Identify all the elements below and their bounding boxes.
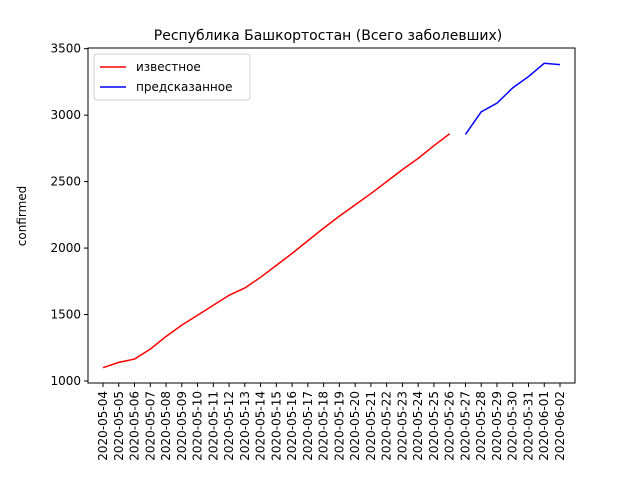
x-tick-label: 2020-05-08 (159, 391, 173, 461)
x-tick-label: 2020-05-29 (490, 391, 504, 461)
x-tick-label: 2020-05-24 (411, 391, 425, 461)
x-tick-label: 2020-05-19 (332, 391, 346, 461)
x-tick-label: 2020-05-07 (143, 391, 157, 461)
y-tick-label: 1000 (50, 374, 81, 388)
x-tick-label: 2020-05-06 (128, 391, 142, 461)
x-tick-label: 2020-05-23 (395, 391, 409, 461)
x-tick-label: 2020-06-02 (553, 391, 567, 461)
x-tick-label: 2020-05-13 (238, 391, 252, 461)
legend-box (93, 53, 251, 101)
x-tick-label: 2020-05-22 (380, 391, 394, 461)
x-tick-label: 2020-05-18 (317, 391, 331, 461)
x-tick-label: 2020-05-28 (474, 391, 488, 461)
x-tick-label: 2020-05-30 (506, 391, 520, 461)
x-tick-label: 2020-05-31 (521, 391, 535, 461)
legend-label: предсказанное (136, 80, 233, 94)
x-tick-label: 2020-05-10 (191, 391, 205, 461)
x-tick-label: 2020-05-11 (206, 391, 220, 461)
x-tick-label: 2020-05-21 (364, 391, 378, 461)
axes-frame (87, 47, 576, 384)
x-tick-label: 2020-05-14 (254, 391, 268, 461)
y-tick-label: 1500 (50, 308, 81, 322)
chart-title: Республика Башкортостан (Всего заболевши… (154, 28, 502, 44)
y-axis-label: confirmed (15, 186, 29, 247)
x-tick-label: 2020-06-01 (537, 391, 551, 461)
x-tick-label: 2020-05-15 (269, 391, 283, 461)
y-tick-label: 3500 (50, 42, 81, 56)
legend-label: известное (136, 60, 201, 74)
x-tick-label: 2020-05-05 (112, 391, 126, 461)
series-line (464, 62, 561, 135)
x-tick-label: 2020-05-16 (285, 391, 299, 461)
x-tick-label: 2020-05-09 (175, 391, 189, 461)
y-tick-label: 2500 (50, 175, 81, 189)
x-tick-label: 2020-05-12 (222, 391, 236, 461)
x-tick-label: 2020-05-04 (96, 391, 110, 461)
x-tick-label: 2020-05-27 (458, 391, 472, 461)
y-tick-label: 3000 (50, 108, 81, 122)
series-line (102, 133, 451, 369)
x-tick-label: 2020-05-17 (301, 391, 315, 461)
plot-area (102, 62, 561, 369)
x-tick-label: 2020-05-25 (427, 391, 441, 461)
legend: известное предсказанное (93, 53, 251, 101)
y-tick-label: 2000 (50, 241, 81, 255)
x-tick-label: 2020-05-26 (443, 391, 457, 461)
x-tick-label: 2020-05-20 (348, 391, 362, 461)
